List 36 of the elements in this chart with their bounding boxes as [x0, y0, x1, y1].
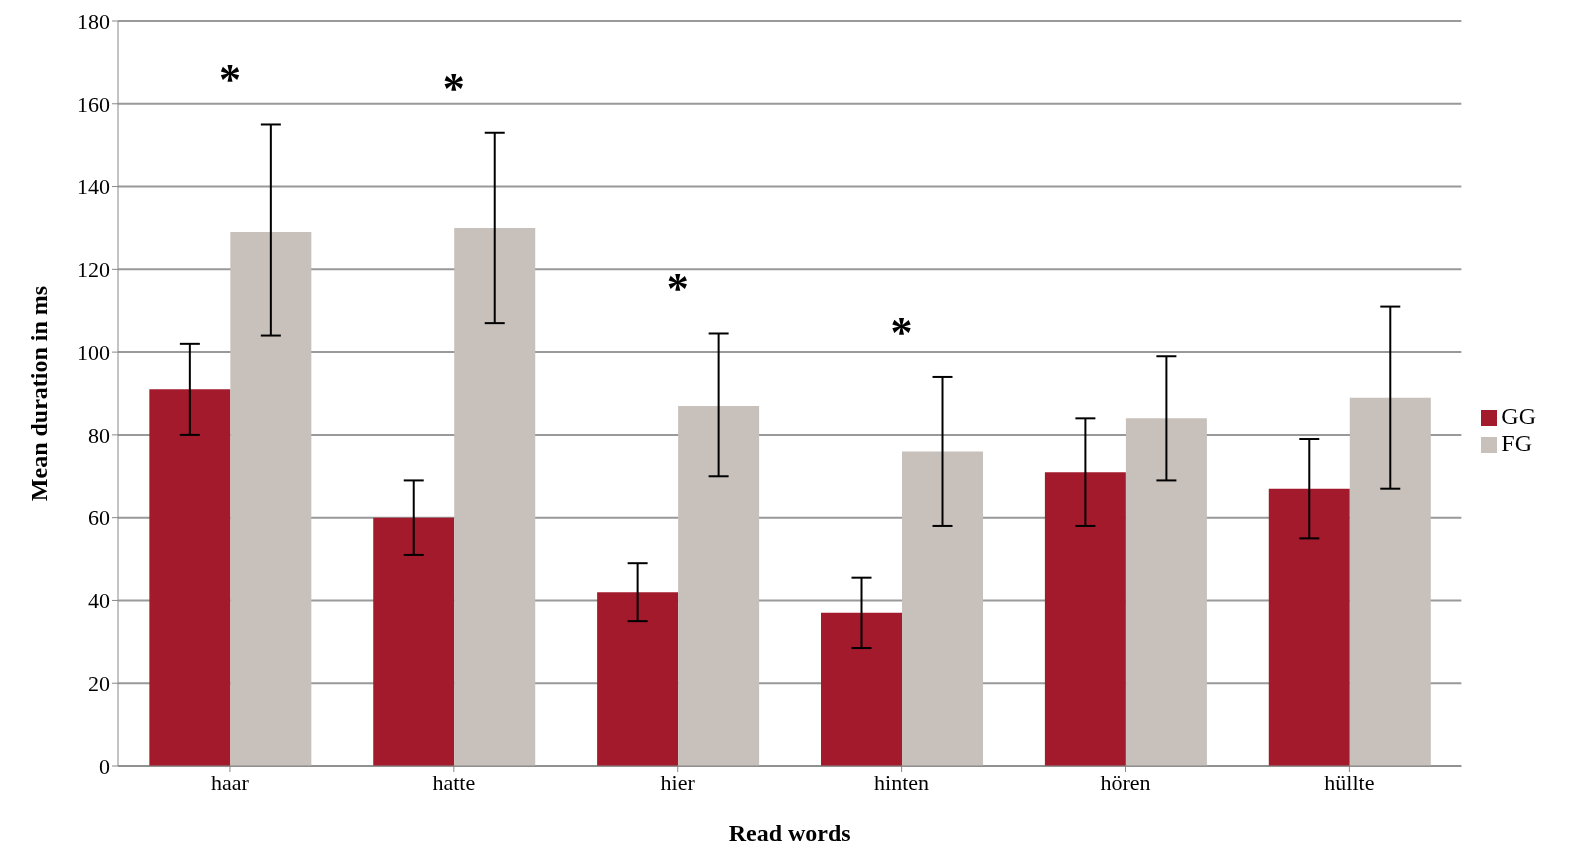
annotation: *	[666, 264, 689, 314]
x-tick-label: hören	[1100, 769, 1151, 795]
bar	[678, 405, 760, 766]
legend-label: FG	[1501, 429, 1533, 456]
bar	[1125, 418, 1207, 766]
y-axis-title: Mean duration in ms	[25, 285, 52, 502]
bar	[373, 517, 455, 766]
x-tick-label: hüllte	[1324, 769, 1375, 795]
legend-label: GG	[1501, 402, 1536, 429]
y-tick-label: 80	[88, 422, 110, 448]
bar	[597, 592, 679, 766]
y-tick-label: 160	[77, 91, 110, 117]
y-tick-label: 0	[99, 753, 110, 779]
y-tick-label: 140	[77, 174, 110, 200]
bar	[1349, 397, 1431, 766]
bar	[1268, 488, 1350, 766]
bar	[454, 227, 536, 766]
y-tick-label: 100	[77, 339, 110, 365]
x-tick-label: hinten	[874, 769, 930, 795]
x-tick-label: hatte	[432, 769, 476, 795]
annotation: *	[218, 55, 241, 105]
x-tick-label: hier	[660, 769, 696, 795]
y-tick-label: 120	[77, 257, 110, 283]
x-axis-title: Read words	[728, 820, 851, 846]
bar	[902, 451, 984, 766]
annotation: *	[890, 307, 913, 357]
bar	[149, 389, 231, 766]
bar	[1044, 472, 1126, 766]
y-tick-label: 40	[88, 588, 110, 614]
bar	[821, 612, 903, 766]
y-tick-label: 20	[88, 671, 110, 697]
y-tick-label: 60	[88, 505, 110, 531]
y-tick-label: 180	[77, 8, 110, 34]
bar	[230, 232, 312, 766]
x-tick-label: haar	[211, 769, 250, 795]
annotation: *	[442, 63, 465, 113]
